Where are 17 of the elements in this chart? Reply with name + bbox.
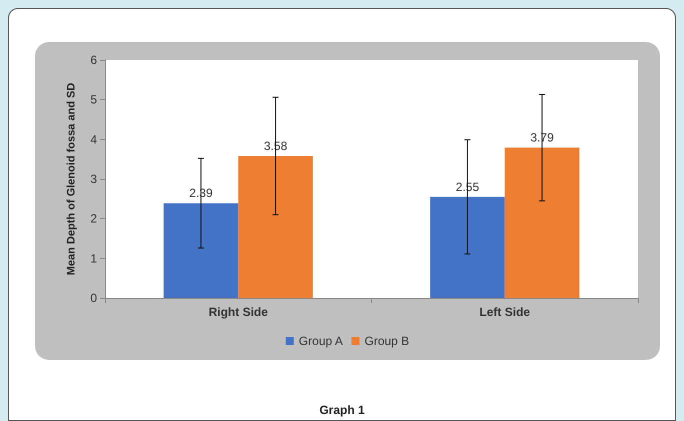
legend-label: Group A — [298, 334, 343, 348]
y-tick-label: 2 — [90, 212, 98, 226]
y-tick-label: 6 — [90, 53, 98, 67]
y-tick-label: 4 — [90, 132, 98, 146]
bar — [504, 148, 580, 298]
y-tick-label: 1 — [90, 251, 98, 266]
x-tick-label: Left Side — [479, 305, 530, 319]
y-tick-label: 3 — [90, 172, 98, 186]
y-axis-title: Mean Depth of Glenoid fossa and SD — [66, 82, 78, 276]
caption: Graph 1 — [318, 403, 366, 417]
y-tick-label: 5 — [90, 92, 98, 107]
bar — [164, 203, 238, 298]
bar — [430, 196, 505, 298]
bar — [238, 156, 313, 298]
x-tick-label: Right Side — [208, 305, 268, 319]
y-tick-label: 0 — [90, 291, 98, 305]
legend-label: Group B — [364, 334, 410, 348]
